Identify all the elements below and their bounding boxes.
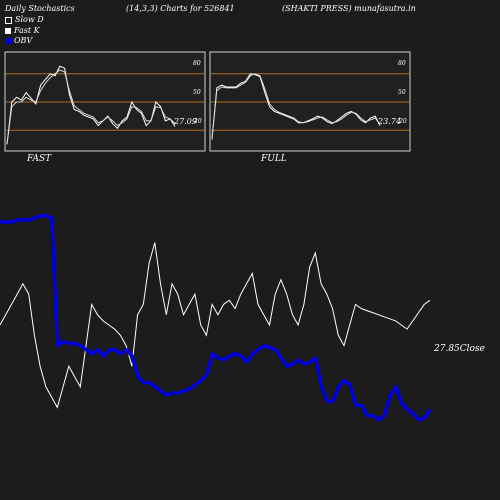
legend-item-fast-k: Fast K <box>5 26 44 37</box>
chart-title-right: (SHAKTI PRESS) munafasutra.in <box>282 4 416 13</box>
full-tick-80: 80 <box>398 60 406 67</box>
square-outline-icon <box>5 16 12 24</box>
legend-label: Fast K <box>14 25 40 35</box>
legend-label: OBV <box>14 36 33 45</box>
legend-label: Slow D <box>15 15 44 24</box>
obv-line <box>0 214 432 422</box>
legend-item-obv: OBV <box>5 36 44 47</box>
legend: Slow D Fast K OBV <box>5 15 44 47</box>
fast-series-line-0 <box>6 65 176 145</box>
fast-series-line-1 <box>6 69 176 145</box>
full-last-value: 23.74 <box>377 117 401 126</box>
fast-tick-50: 50 <box>193 89 201 96</box>
full-series-line-0 <box>211 73 381 140</box>
fast-tick-20: 20 <box>193 118 202 125</box>
chart-title-center: (14,3,3) Charts for 526841 <box>126 4 235 13</box>
square-filled-icon <box>5 38 11 45</box>
full-tick-20: 20 <box>398 118 407 125</box>
fast-panel-title: FAST <box>26 154 52 164</box>
obv-price-panel: 27.85Close <box>0 214 485 422</box>
fast-tick-80: 80 <box>193 60 201 67</box>
chart-title-left: Daily Stochastics <box>5 4 75 13</box>
full-stochastic-panel: 80 50 20 23.74 FULL <box>209 51 411 164</box>
legend-item-slow-d: Slow D <box>5 15 44 26</box>
fast-stochastic-panel: 80 50 20 27.09 FAST <box>4 51 206 164</box>
full-panel-title: FULL <box>260 154 287 164</box>
fast-last-value: 27.09 <box>173 117 197 126</box>
price-close-line <box>0 242 431 409</box>
full-tick-50: 50 <box>398 89 406 96</box>
price-last-value: 27.85Close <box>433 344 485 354</box>
square-filled-icon <box>5 27 11 34</box>
full-series-line-1 <box>211 73 381 138</box>
